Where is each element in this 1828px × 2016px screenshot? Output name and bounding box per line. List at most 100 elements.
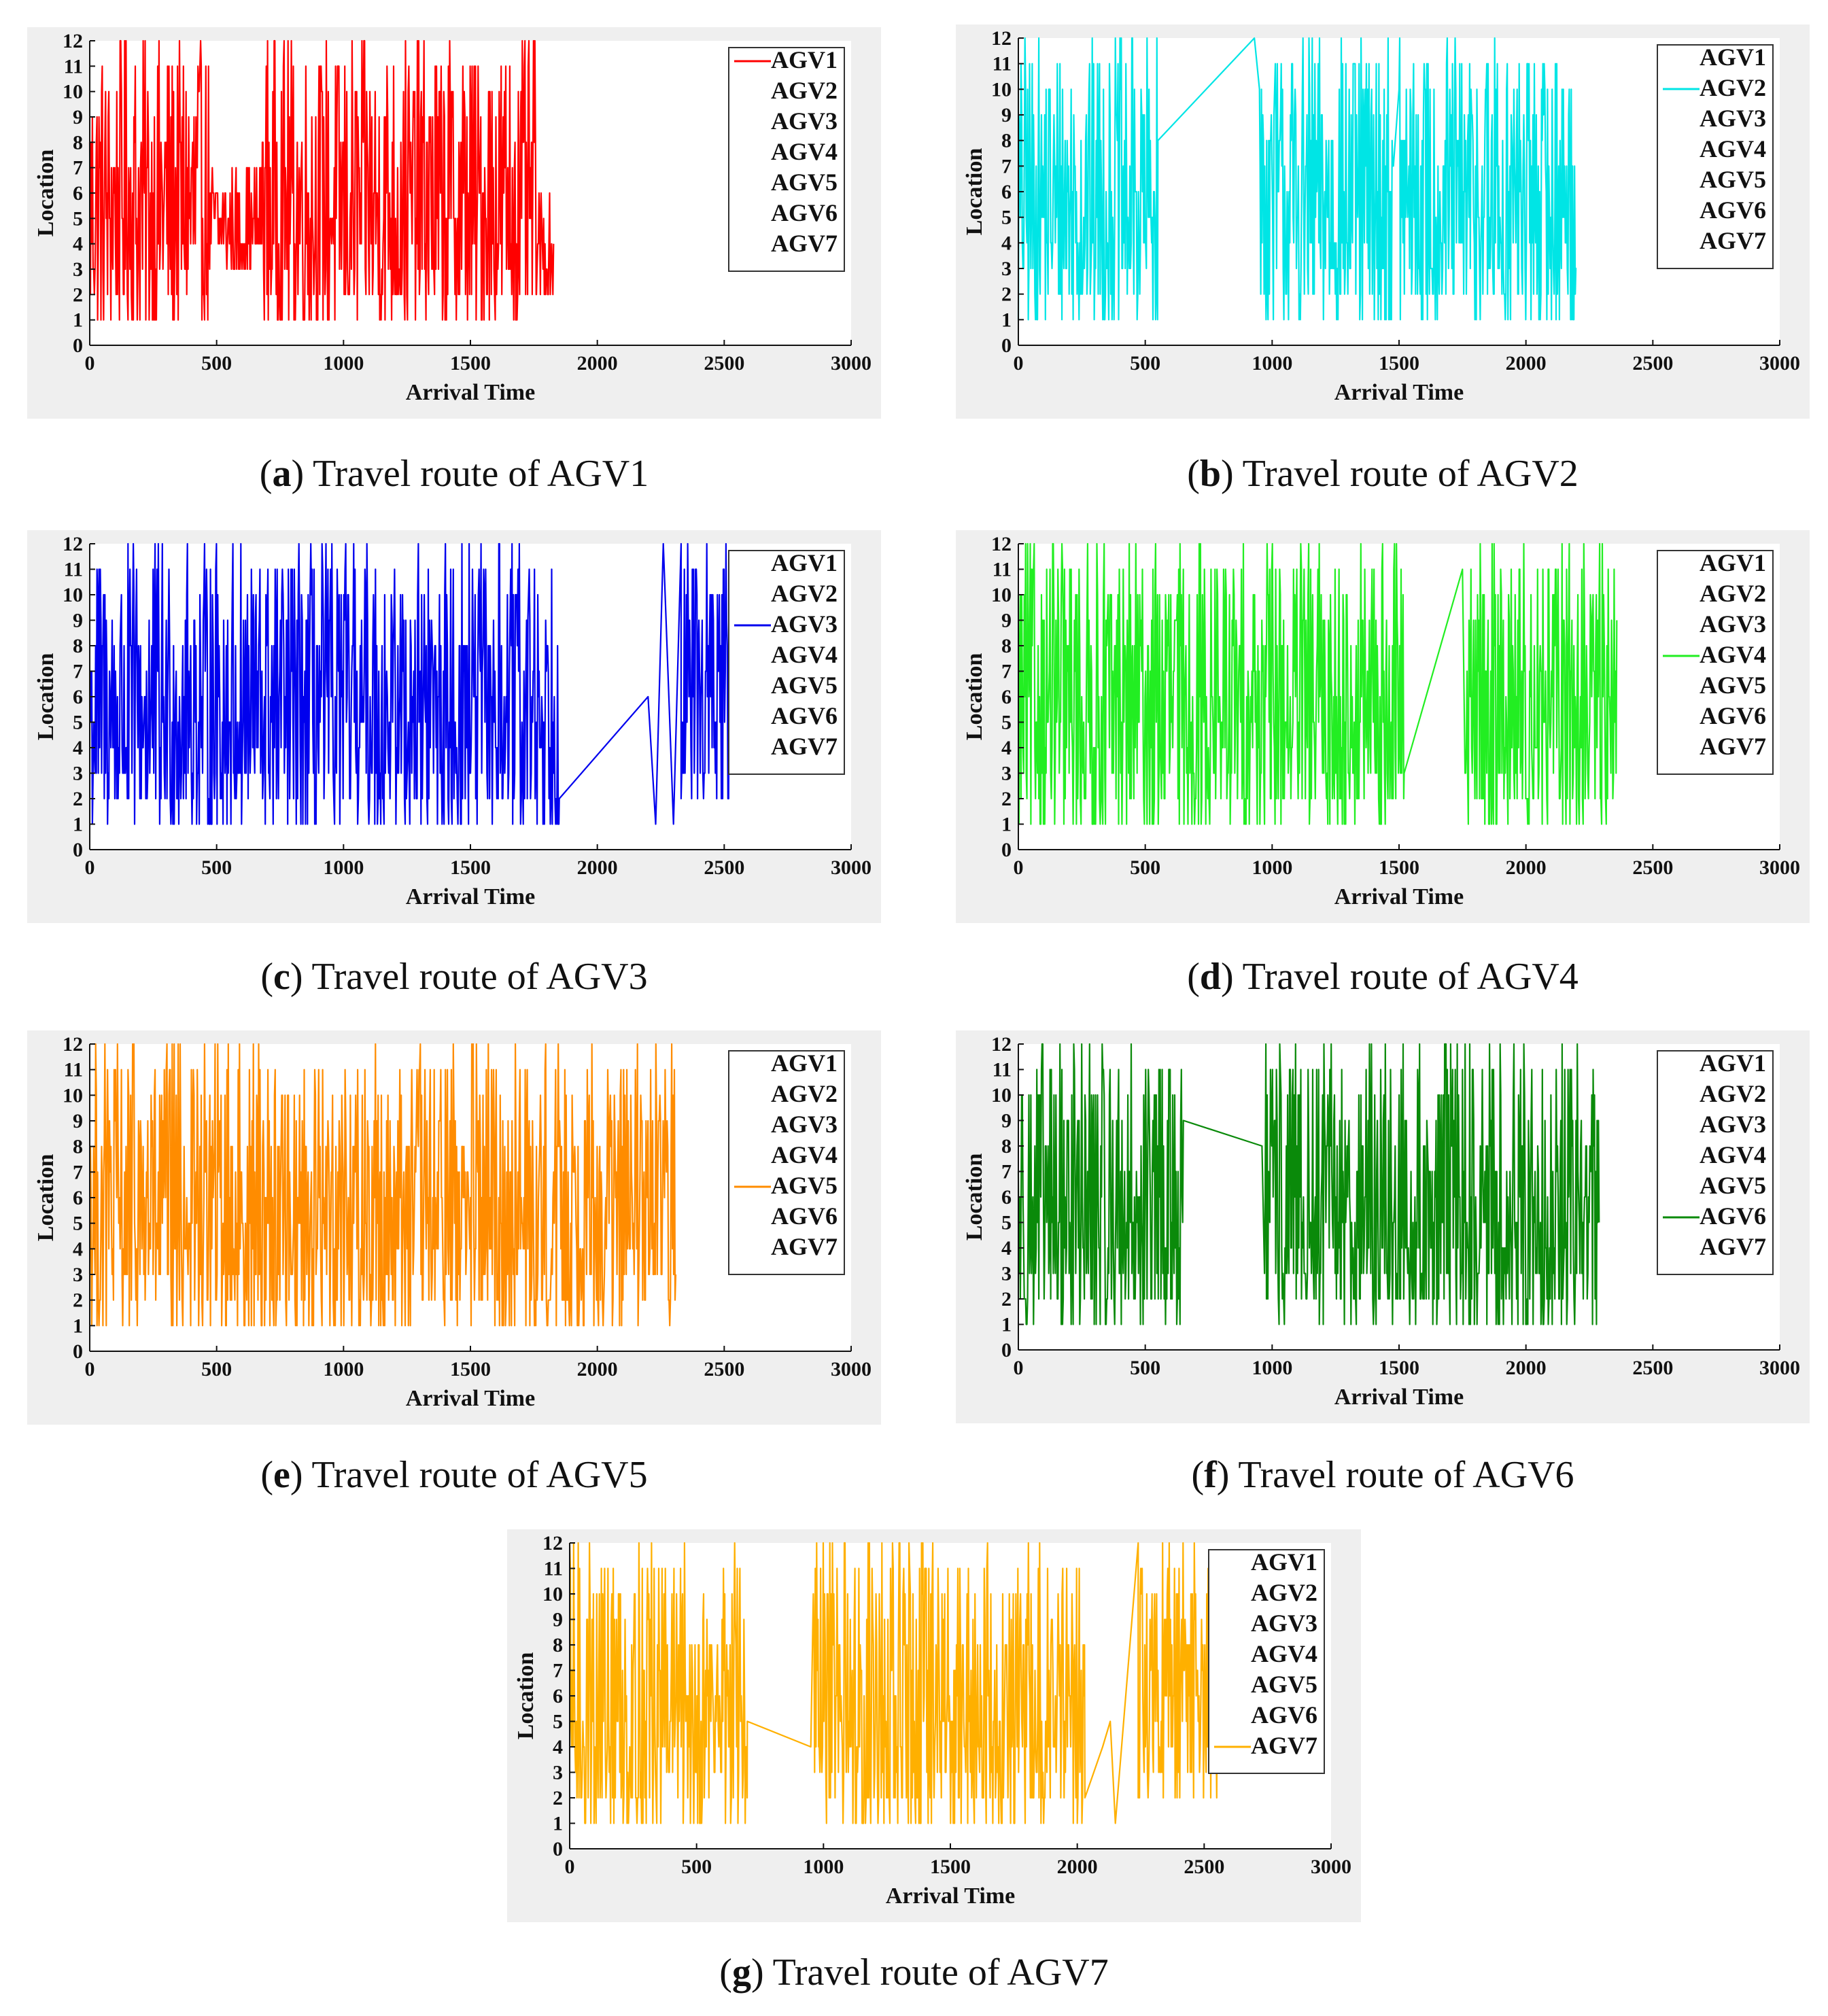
legend-entry-agv4: AGV4: [771, 1141, 838, 1168]
legend-entry-agv3: AGV3: [771, 107, 838, 135]
y-tick-label: 4: [73, 737, 83, 759]
y-tick-label: 0: [1001, 839, 1012, 861]
y-tick-label: 0: [73, 839, 83, 861]
x-tick-label: 3000: [831, 856, 872, 879]
y-tick-label: 6: [73, 686, 83, 708]
y-axis-label: Location: [962, 653, 987, 741]
y-tick-label: 3: [1001, 1263, 1012, 1285]
y-tick-label: 7: [1001, 155, 1012, 177]
chart-e: 0 500 1000 1500 2000 2500 30000123456789101112…: [27, 1030, 881, 1425]
y-tick-label: 11: [993, 1059, 1012, 1081]
chart-a: 0 500 1000 1500 2000 2500 30000123456789101112…: [27, 27, 881, 419]
x-tick-label: 3000: [831, 1358, 872, 1380]
y-tick-label: 4: [1001, 737, 1012, 759]
y-tick-label: 5: [553, 1711, 563, 1733]
x-tick-label: 1000: [323, 856, 364, 879]
chart-panel-f: 0 500 1000 1500 2000 2500 3000 0 1 2 3 4 5 6 7 8 9 10 11 12…: [956, 1030, 1810, 1423]
legend-entry-agv5: AGV5: [1251, 1671, 1317, 1698]
y-tick-label: 0: [73, 1340, 83, 1363]
x-tick-label: 1500: [1379, 1357, 1419, 1379]
legend-entry-agv5: AGV5: [771, 1172, 838, 1199]
y-tick-label: 2: [73, 788, 83, 810]
legend-entry-agv6: AGV6: [771, 1202, 838, 1230]
legend-entry-agv1: AGV1: [771, 1049, 838, 1077]
legend-entry-agv2: AGV2: [1700, 1080, 1766, 1107]
y-tick-label: 9: [1001, 1110, 1012, 1132]
legend-entry-agv1: AGV1: [1700, 1049, 1766, 1077]
legend-entry-agv2: AGV2: [1251, 1579, 1317, 1606]
caption-c-text: Travel route of AGV3: [311, 956, 648, 998]
x-tick-label: 0: [1014, 856, 1024, 879]
x-tick-label: 2500: [704, 352, 744, 375]
y-tick-label: 1: [553, 1813, 563, 1835]
chart-panel-a: 0 500 1000 1500 2000 2500 3000 0 1 2 3 4 5 6 7 8 9 10 11 12…: [27, 27, 881, 419]
legend-entry-agv6: AGV6: [771, 199, 838, 226]
x-tick-label: 1000: [323, 1358, 364, 1380]
legend-entry-agv6: AGV6: [1700, 702, 1766, 729]
legend-entry-agv6: AGV6: [1700, 196, 1766, 224]
legend-entry-agv6: AGV6: [1700, 1202, 1766, 1230]
y-tick-label: 9: [73, 1110, 83, 1132]
y-tick-label: 0: [553, 1838, 563, 1860]
caption-e: (e) Travel route of AGV5: [260, 1454, 648, 1496]
x-tick-label: 2500: [1632, 1357, 1673, 1379]
y-tick-label: 11: [993, 559, 1012, 581]
caption-f: (f) Travel route of AGV6: [1191, 1454, 1574, 1496]
legend-entry-agv5: AGV5: [1700, 166, 1766, 193]
legend-entry-agv3: AGV3: [1700, 1111, 1766, 1138]
y-tick-label: 6: [1001, 686, 1012, 708]
y-tick-label: 9: [553, 1609, 563, 1631]
x-axis-label: Arrival Time: [406, 1386, 535, 1411]
x-tick-label: 2000: [1506, 1357, 1547, 1379]
legend-entry-agv2: AGV2: [1700, 74, 1766, 101]
legend-entry-agv4: AGV4: [771, 138, 838, 165]
y-tick-label: 12: [63, 533, 83, 555]
y-tick-label: 8: [1001, 130, 1012, 152]
x-tick-label: 3000: [1311, 1856, 1351, 1878]
y-tick-label: 12: [991, 1033, 1012, 1056]
chart-f: 0 500 1000 1500 2000 2500 30000123456789101112…: [956, 1030, 1810, 1423]
caption-f-letter: f: [1204, 1454, 1217, 1496]
y-tick-label: 5: [73, 207, 83, 230]
y-tick-label: 1: [1001, 309, 1012, 331]
x-tick-label: 2500: [704, 1358, 744, 1380]
x-tick-label: 1000: [803, 1856, 844, 1878]
x-tick-label: 2000: [1506, 352, 1547, 375]
x-axis-label: Arrival Time: [886, 1883, 1015, 1909]
caption-g: (g) Travel route of AGV7: [719, 1951, 1109, 1994]
x-tick-label: 3000: [1759, 1357, 1800, 1379]
y-tick-label: 3: [73, 763, 83, 785]
y-tick-label: 0: [73, 334, 83, 357]
y-tick-label: 2: [1001, 788, 1012, 810]
y-tick-label: 11: [64, 1059, 83, 1081]
chart-panel-g: 0 500 1000 1500 2000 2500 3000 0 1 2 3 4 5 6 7 8 9 10 11 12…: [507, 1529, 1361, 1922]
x-tick-label: 1500: [450, 1358, 491, 1380]
legend-box: [728, 47, 845, 272]
series-line-agv2: [1017, 37, 1577, 321]
legend-box: [1208, 1549, 1325, 1774]
x-tick-label: 0: [1014, 1357, 1024, 1379]
y-tick-label: 2: [1001, 283, 1012, 306]
y-tick-label: 9: [73, 610, 83, 632]
y-tick-label: 11: [544, 1558, 563, 1580]
x-tick-label: 1000: [1252, 352, 1292, 375]
x-tick-label: 2000: [577, 1358, 618, 1380]
x-tick-label: 500: [1130, 856, 1160, 879]
y-tick-label: 2: [73, 283, 83, 306]
y-tick-label: 5: [1001, 207, 1012, 229]
x-tick-label: 1500: [1379, 352, 1419, 375]
x-tick-label: 2000: [577, 352, 618, 375]
y-tick-label: 9: [1001, 104, 1012, 126]
x-axis-label: Arrival Time: [1334, 1385, 1464, 1410]
x-axis-label: Arrival Time: [1334, 380, 1464, 405]
y-tick-label: 5: [73, 712, 83, 734]
legend-entry-agv2: AGV2: [771, 580, 838, 607]
y-tick-label: 1: [73, 814, 83, 836]
y-tick-label: 9: [1001, 610, 1012, 632]
x-tick-label: 1000: [1252, 856, 1292, 879]
y-tick-label: 11: [64, 559, 83, 581]
caption-e-text: Travel route of AGV5: [311, 1454, 648, 1496]
y-tick-label: 3: [1001, 763, 1012, 785]
y-tick-label: 5: [1001, 712, 1012, 734]
legend-box: [728, 550, 845, 775]
